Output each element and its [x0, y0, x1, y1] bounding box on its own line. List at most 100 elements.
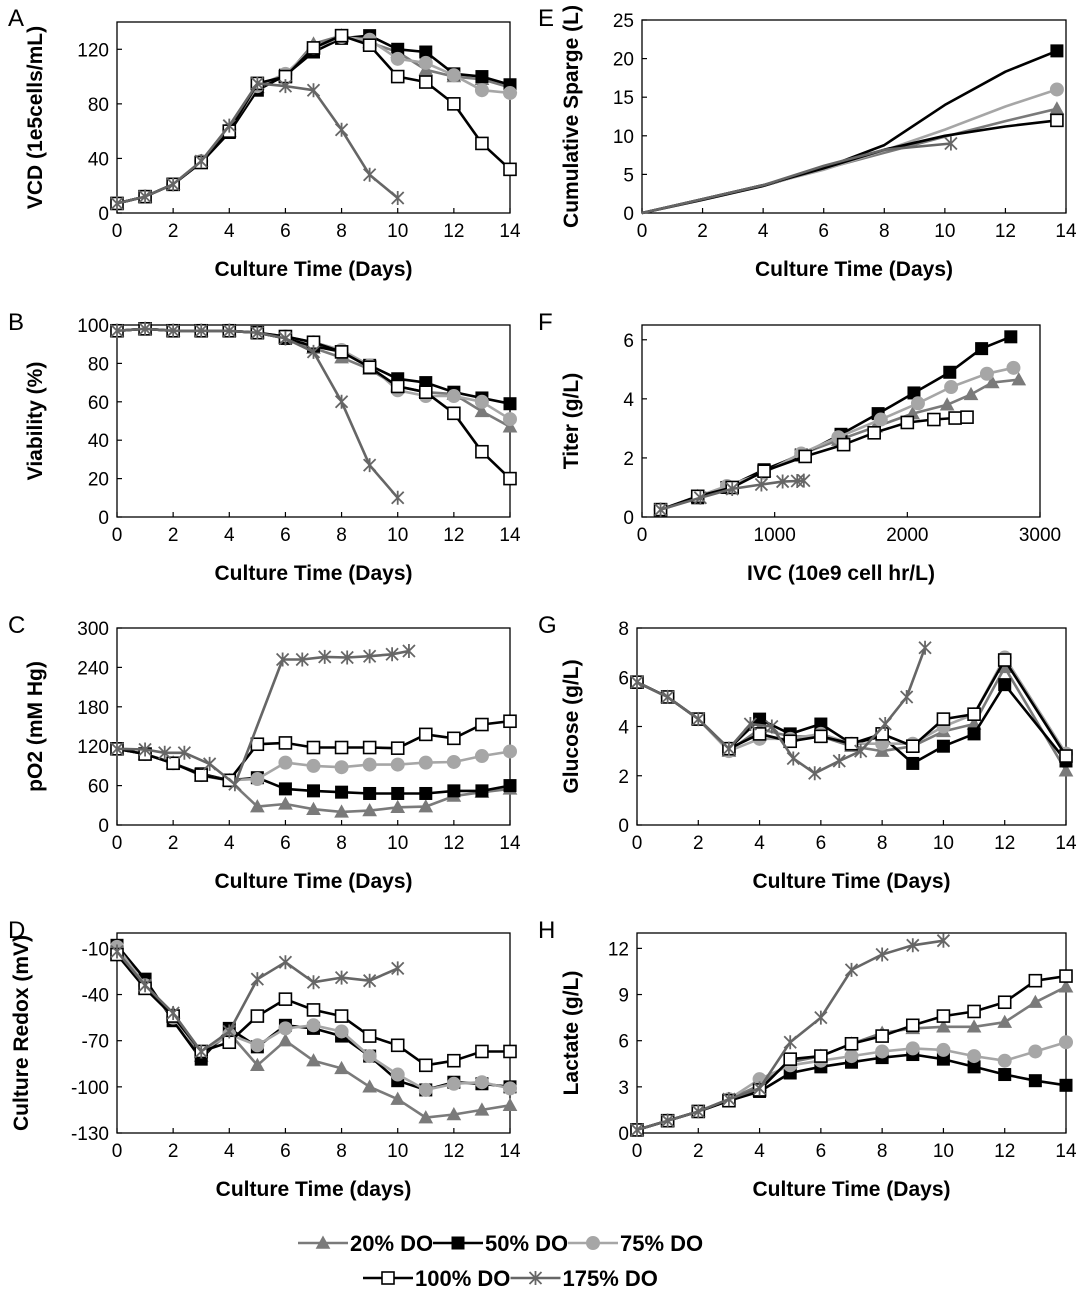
legend-item-100-do: 100% DO	[363, 1266, 510, 1291]
data-point-50-do-c	[475, 784, 489, 798]
y-tick-label-h: 9	[618, 986, 629, 1007]
y-tick-label-g: 2	[618, 767, 629, 788]
data-point-75-do-c	[474, 749, 489, 764]
data-point-100-do-c	[447, 731, 461, 746]
y-tick-label-e: 15	[613, 88, 634, 109]
y-tick-label-h: 12	[608, 939, 629, 960]
data-point-75-do-c	[503, 744, 517, 759]
y-tick-label-d: -10	[82, 939, 109, 960]
data-point-100-do-d	[447, 1053, 461, 1068]
x-tick-label-a: 6	[280, 221, 291, 242]
y-tick-label-e: 10	[613, 127, 634, 148]
legend-marker-75-do	[586, 1236, 600, 1250]
data-point-175-do-c	[202, 756, 217, 771]
y-tick-label-h: 0	[618, 1124, 629, 1145]
data-point-100-do-h	[936, 1009, 951, 1023]
series-175-do-g	[630, 640, 932, 781]
series-175-do-d	[110, 944, 405, 1059]
y-tick-label-d: -70	[82, 1032, 109, 1053]
data-point-20-do-d	[418, 1110, 434, 1124]
data-point-175-do-c	[177, 745, 192, 760]
data-point-175-do-f	[797, 473, 811, 488]
data-point-50-do-g	[967, 727, 981, 741]
data-point-100-do-c	[278, 736, 293, 750]
data-point-20-do-h	[997, 1014, 1013, 1028]
x-tick-label-g: 4	[754, 833, 765, 854]
data-point-20-do-g	[1058, 763, 1074, 777]
data-point-100-do-b	[475, 444, 489, 459]
y-axis-title-h: Lactate (g/L)	[560, 971, 583, 1096]
data-point-175-do-b	[334, 394, 349, 409]
series-50-do-e	[641, 44, 1064, 215]
panel-c: C 0 2 4 6 8 10 12 14 0 60 120 180 240 300 Culture Time …	[8, 612, 521, 893]
y-tick-label-c: 60	[88, 777, 109, 798]
legend: 20% DO 50% DO 75% DO 100% DO 175% DO	[298, 1231, 703, 1291]
data-point-175-do-g	[918, 640, 932, 655]
plot-frame-f	[641, 324, 1041, 518]
y-tick-label-d: -100	[71, 1078, 109, 1099]
series-175-do-h	[630, 933, 951, 1137]
y-tick-label-f: 6	[623, 331, 634, 352]
data-point-75-do-a	[503, 85, 517, 100]
data-point-175-do-f	[725, 481, 739, 496]
data-point-175-do-b	[166, 323, 180, 338]
data-point-100-do-b	[362, 360, 377, 375]
data-point-100-do-f	[948, 411, 962, 425]
legend-item-175-do: 175% DO	[510, 1266, 658, 1291]
data-point-75-do-f	[944, 380, 959, 395]
series-175-do-a	[110, 76, 405, 211]
y-tick-label-d: -130	[71, 1124, 109, 1145]
series-line-75-do-e	[641, 88, 1058, 215]
x-tick-label-d: 4	[224, 1141, 235, 1162]
x-tick-label-g: 0	[632, 833, 643, 854]
data-point-100-do-c	[390, 741, 405, 755]
x-tick-label-c: 2	[168, 833, 179, 854]
x-axis-title-c: Culture Time (Days)	[215, 870, 413, 893]
x-tick-label-c: 4	[224, 833, 235, 854]
series-75-do-h	[630, 1035, 1073, 1137]
x-tick-label-e: 2	[697, 221, 708, 242]
x-tick-label-g: 6	[816, 833, 827, 854]
data-point-100-do-h	[814, 1049, 828, 1063]
data-point-100-do-g	[967, 707, 981, 721]
data-point-100-do-f	[798, 449, 812, 464]
data-point-20-do-f	[984, 375, 1000, 389]
data-point-20-do-h	[936, 1019, 951, 1033]
data-point-175-do-d	[334, 970, 349, 985]
panel-f: F 0 1000 2000 3000 0 2 4 6 IVC (10e9 cell hr/L) Ti…	[538, 309, 1061, 585]
y-tick-label-h: 3	[618, 1078, 629, 1099]
x-tick-label-g: 14	[1055, 833, 1077, 854]
y-axis-title-a: VCD (1e5cells/mL)	[24, 26, 47, 209]
data-point-100-do-a	[503, 162, 517, 177]
data-point-75-do-h	[967, 1049, 982, 1064]
data-point-175-do-a	[110, 196, 124, 211]
data-point-100-do-g	[1059, 749, 1073, 763]
data-point-175-do-g	[630, 675, 644, 690]
data-point-20-do-d	[502, 1097, 518, 1112]
data-point-100-do-h	[1028, 973, 1043, 988]
data-point-175-do-a	[391, 190, 405, 205]
data-point-175-do-a	[306, 83, 321, 98]
data-point-100-do-f	[900, 415, 915, 430]
data-point-100-do-c	[503, 714, 517, 729]
x-tick-label-d: 6	[280, 1141, 291, 1162]
data-point-175-do-h	[906, 938, 920, 953]
data-point-100-do-c	[475, 717, 489, 732]
data-point-175-do-a	[363, 167, 377, 182]
data-point-100-do-d	[334, 1009, 349, 1023]
panel-a: A 0 2 4 6 8 10 12 14 0 40 80 120 Culture Time (Days) V…	[8, 5, 521, 281]
series-line-175-do-b	[116, 327, 399, 499]
x-tick-label-e: 14	[1055, 221, 1077, 242]
data-point-75-do-d	[362, 1049, 377, 1064]
data-point-20-do-d	[362, 1079, 377, 1093]
data-point-175-do-d	[363, 973, 377, 988]
data-point-20-do-c	[418, 799, 434, 813]
data-point-100-do-c	[194, 768, 209, 782]
data-point-100-do-b	[447, 406, 461, 421]
x-tick-label-c: 6	[280, 833, 291, 854]
data-point-75-do-c	[306, 758, 321, 773]
data-point-175-do-a	[222, 118, 236, 133]
data-point-75-do-e	[1049, 82, 1064, 97]
data-point-175-do-h	[875, 947, 889, 962]
data-point-175-do-a	[194, 154, 208, 169]
